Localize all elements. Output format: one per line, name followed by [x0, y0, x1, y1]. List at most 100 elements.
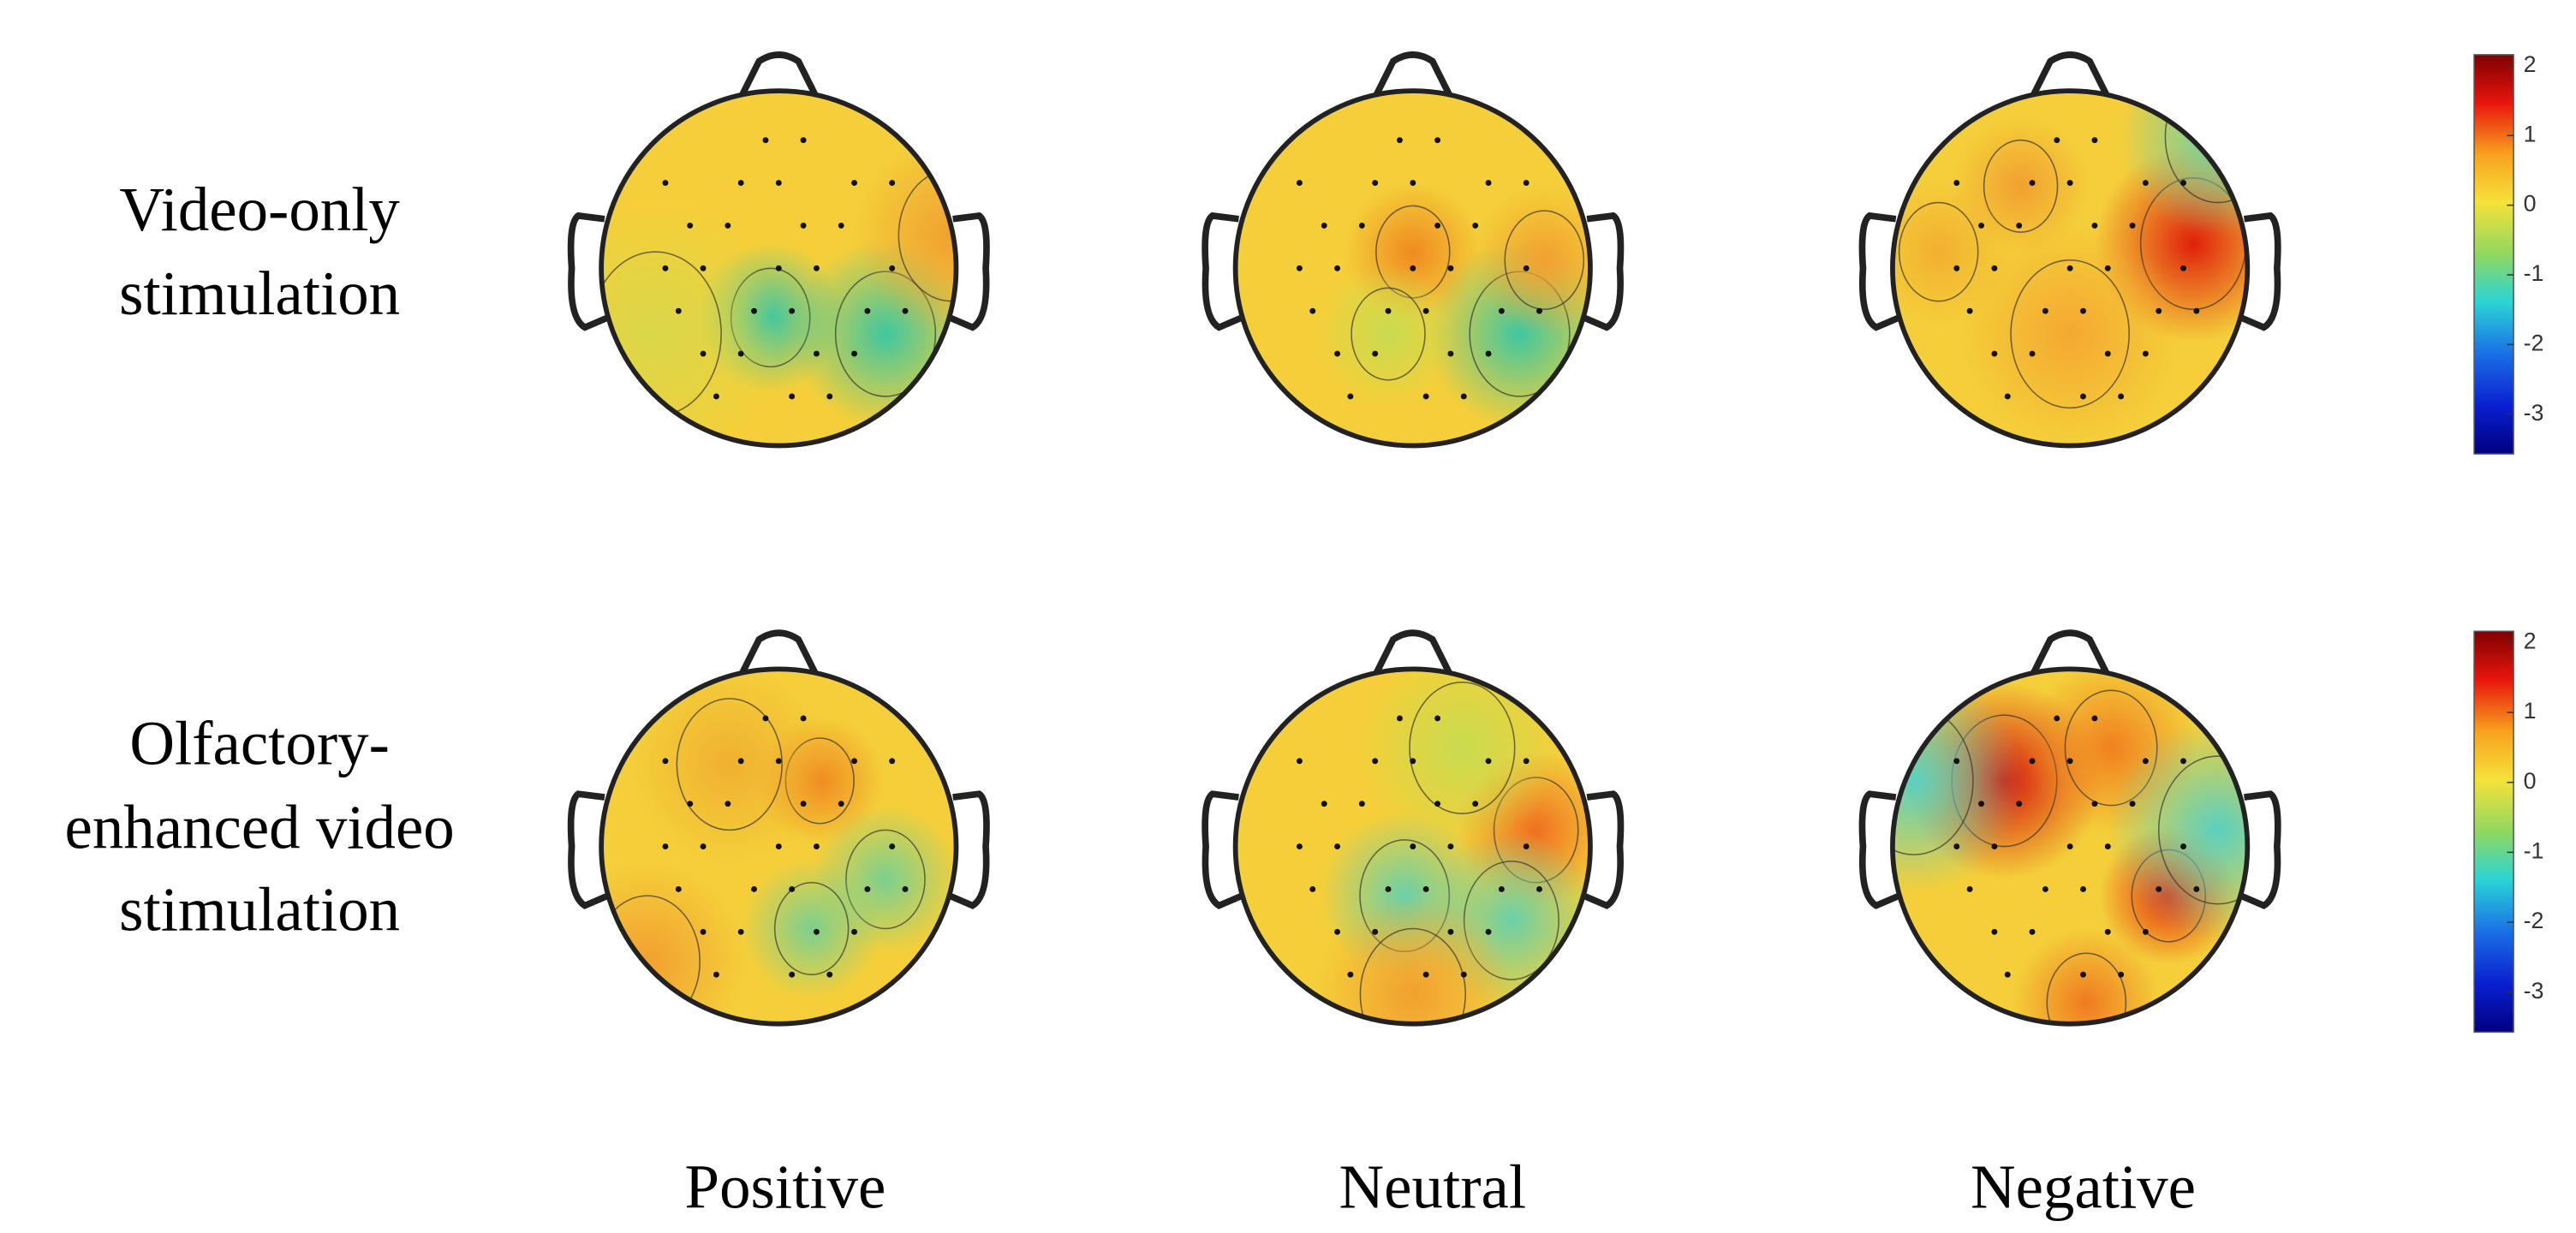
electrode: [2156, 885, 2162, 892]
electrode: [902, 307, 909, 314]
electrode: [902, 885, 909, 892]
ear: [1582, 211, 1625, 331]
colorbar-tick-label: 0: [2524, 191, 2537, 217]
electrode: [1447, 265, 1454, 271]
electrode: [789, 885, 796, 892]
electrode: [1460, 393, 1467, 400]
electrode: [1347, 393, 1354, 400]
electrode: [851, 758, 858, 765]
blob: [1959, 223, 2181, 445]
blob: [2012, 928, 2161, 1024]
contour: [1359, 927, 1466, 1024]
colorbar-tick-label: -2: [2524, 330, 2544, 355]
colorbar-tick-label: 1: [2524, 121, 2537, 146]
electrode: [1485, 758, 1492, 765]
electrode: [1334, 265, 1341, 271]
electrode: [2029, 350, 2036, 357]
electrode: [1422, 307, 1429, 314]
electrode: [2142, 928, 2149, 935]
electrode: [2029, 758, 2036, 765]
electrode: [2118, 971, 2125, 978]
colorbar-tick-label: -1: [2524, 837, 2544, 863]
electrode: [1536, 307, 1542, 314]
electrode: [1434, 715, 1441, 722]
electrode: [700, 265, 707, 271]
electrode: [1422, 885, 1429, 892]
column-label: Positive: [685, 1153, 886, 1222]
contour: [601, 895, 701, 1024]
electrode: [1523, 265, 1530, 271]
electrode: [2054, 715, 2060, 722]
head-outline: [1890, 666, 2251, 1027]
electrode: [662, 180, 669, 187]
electrode: [1410, 843, 1416, 850]
colorbar-tick-label: -3: [2524, 400, 2544, 426]
electrode: [851, 928, 858, 935]
electrode: [1523, 758, 1530, 765]
electrode: [2180, 758, 2186, 765]
electrode: [2016, 222, 2023, 229]
row-label: enhanced video: [64, 792, 454, 861]
contour: [773, 882, 850, 975]
ear: [948, 790, 990, 909]
electrode: [675, 307, 682, 314]
electrode: [2016, 801, 2023, 807]
electrode: [700, 928, 707, 935]
electrode: [2091, 801, 2098, 807]
contour: [1504, 210, 1585, 311]
electrode: [1372, 928, 1379, 935]
contour: [1409, 681, 1516, 814]
nose: [1374, 629, 1452, 674]
electrode: [800, 801, 807, 807]
electrode: [1991, 928, 1998, 935]
electrode: [889, 758, 896, 765]
electrode: [2142, 350, 2149, 357]
electrode: [2104, 265, 2111, 271]
electrode: [737, 350, 744, 357]
electrode: [662, 843, 669, 850]
electrode: [1523, 180, 1530, 187]
ear: [2239, 790, 2281, 909]
electrode: [1434, 137, 1441, 144]
electrode: [1485, 180, 1492, 187]
electrode: [1485, 350, 1492, 357]
electrode: [1321, 801, 1327, 807]
blob: [1470, 186, 1590, 335]
electrode: [1447, 928, 1454, 935]
blob: [742, 859, 881, 998]
electrode: [2193, 885, 2200, 892]
row-label: Olfactory-: [129, 709, 390, 778]
head-outline: [1232, 666, 1593, 1027]
topomaps: [567, 51, 2281, 1027]
electrode: [864, 885, 871, 892]
electrode: [813, 350, 820, 357]
electrode: [2042, 885, 2048, 892]
electrode: [800, 137, 807, 144]
blob: [1892, 670, 2025, 892]
contour: [1351, 287, 1426, 381]
contour: [2157, 755, 2248, 905]
electrode: [1296, 265, 1303, 271]
contour: [676, 698, 783, 831]
electrode: [700, 350, 707, 357]
electrode: [2118, 393, 2125, 400]
electrode: [2091, 222, 2098, 229]
electrode: [724, 222, 731, 229]
colorbar-tick-label: 1: [2524, 698, 2537, 724]
ear: [948, 211, 990, 331]
topomap: [567, 51, 990, 449]
colorbar: [2473, 630, 2514, 1033]
topomap: [1858, 51, 2281, 449]
colorbar-tick-label: -3: [2524, 978, 2544, 1004]
nose: [739, 629, 818, 674]
electrode: [2080, 885, 2086, 892]
electrode: [1472, 222, 1479, 229]
electrode: [2080, 393, 2086, 400]
electrode: [1410, 180, 1416, 187]
electrode: [724, 801, 731, 807]
electrode: [1334, 843, 1341, 850]
electrode: [775, 180, 782, 187]
electrode: [838, 801, 844, 807]
electrode: [2180, 265, 2186, 271]
colorbar-tick-label: 0: [2524, 768, 2537, 794]
